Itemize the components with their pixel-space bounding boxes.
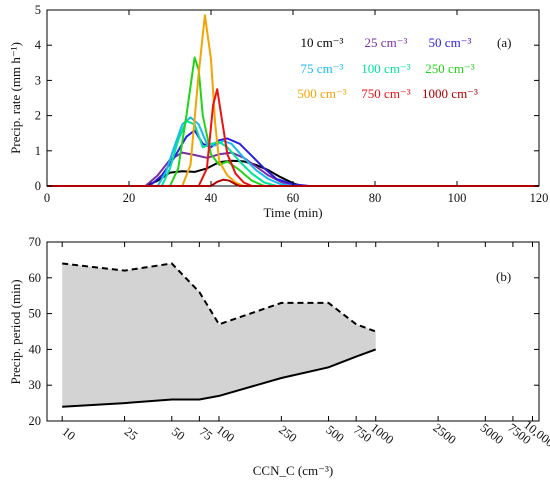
x-tick-label: 1000 [368, 421, 396, 447]
panel-a-series-group [47, 14, 539, 187]
x-tick-label: 100 [214, 423, 237, 446]
panel-a-y-ticks: 0 1 2 3 4 5 [35, 3, 539, 193]
legend-entry-10-cm: 10 cm⁻³ [301, 35, 344, 50]
y-tick-label: 30 [29, 378, 42, 392]
upper-bound-dashed-line [62, 262, 377, 333]
x-tick-label: 25 [122, 424, 140, 443]
panel-a-y-axis-label: Precip. rate (mm h⁻¹) [8, 42, 23, 154]
x-tick-label: 10 [59, 424, 77, 443]
y-tick-label: 2 [35, 109, 41, 123]
legend-entry-100-cm: 100 cm⁻³ [361, 61, 410, 76]
y-tick-label: 1 [35, 144, 41, 158]
x-tick-label: 20 [123, 191, 136, 205]
panel-a-x-axis-label: Time (min) [263, 205, 322, 220]
x-tick-label: 50 [169, 424, 187, 443]
panel-b-y-axis-label: Precip. period (min) [8, 279, 23, 384]
x-tick-label: 5000 [478, 421, 506, 447]
x-tick-label: 250 [276, 423, 299, 446]
y-tick-label: 70 [29, 235, 42, 249]
panel-b-plot-group [62, 262, 377, 408]
legend-entry-250-cm: 250 cm⁻³ [425, 61, 474, 76]
y-tick-label: 60 [29, 271, 42, 285]
x-tick-label: 75 [197, 424, 215, 443]
legend-entry-1000-cm: 1000 cm⁻³ [422, 86, 478, 101]
series-line-250-cm [47, 56, 539, 187]
panel-b-y-ticks: 20 30 40 50 60 70 [29, 235, 539, 428]
y-tick-label: 50 [29, 307, 42, 321]
legend-entry-25-cm: 25 cm⁻³ [365, 35, 408, 50]
series-line-75-cm [47, 116, 539, 187]
panel-b-x-axis-label: CCN_C (cm⁻³) [253, 463, 333, 478]
x-tick-label: 120 [530, 191, 549, 205]
y-tick-label: 40 [29, 342, 42, 356]
x-tick-label: 40 [205, 191, 218, 205]
y-tick-label: 4 [35, 38, 42, 52]
x-tick-label: 2500 [430, 421, 458, 447]
precip-period-range-area [62, 263, 376, 407]
panel-a-x-ticks: 0 20 40 60 80 100 120 [44, 10, 549, 205]
series-line-100-cm [47, 119, 539, 187]
series-line-50-cm [47, 129, 539, 187]
x-tick-label: 750 [351, 423, 374, 446]
legend-entry-750-cm: 750 cm⁻³ [361, 86, 410, 101]
legend-entry-500-cm: 500 cm⁻³ [297, 86, 346, 101]
legend-entry-75-cm: 75 cm⁻³ [301, 61, 344, 76]
series-line-1000-cm [47, 178, 539, 187]
y-tick-label: 5 [35, 3, 41, 17]
lower-bound-solid-line [62, 348, 377, 408]
x-tick-label: 60 [287, 191, 300, 205]
series-line-500-cm [47, 14, 539, 187]
series-line-750-cm [47, 88, 539, 187]
panel-a: 0 20 40 60 80 100 120 0 1 2 3 4 5 10 cm⁻³ 25 cm⁻³ 50 … [8, 3, 548, 220]
y-tick-label: 20 [29, 414, 42, 428]
y-tick-label: 0 [35, 179, 41, 193]
x-tick-label: 80 [369, 191, 382, 205]
panel-a-label: (a) [497, 35, 511, 50]
x-tick-label: 500 [323, 423, 346, 446]
x-tick-label: 0 [44, 191, 50, 205]
panel-b-label: (b) [496, 269, 511, 284]
panel-a-legend: 10 cm⁻³ 25 cm⁻³ 50 cm⁻³ 75 cm⁻³ 100 cm⁻³ 250 … [297, 35, 478, 101]
x-tick-label: 100 [448, 191, 467, 205]
legend-entry-50-cm: 50 cm⁻³ [429, 35, 472, 50]
y-tick-label: 3 [35, 73, 41, 87]
panel-a-frame [46, 9, 540, 187]
